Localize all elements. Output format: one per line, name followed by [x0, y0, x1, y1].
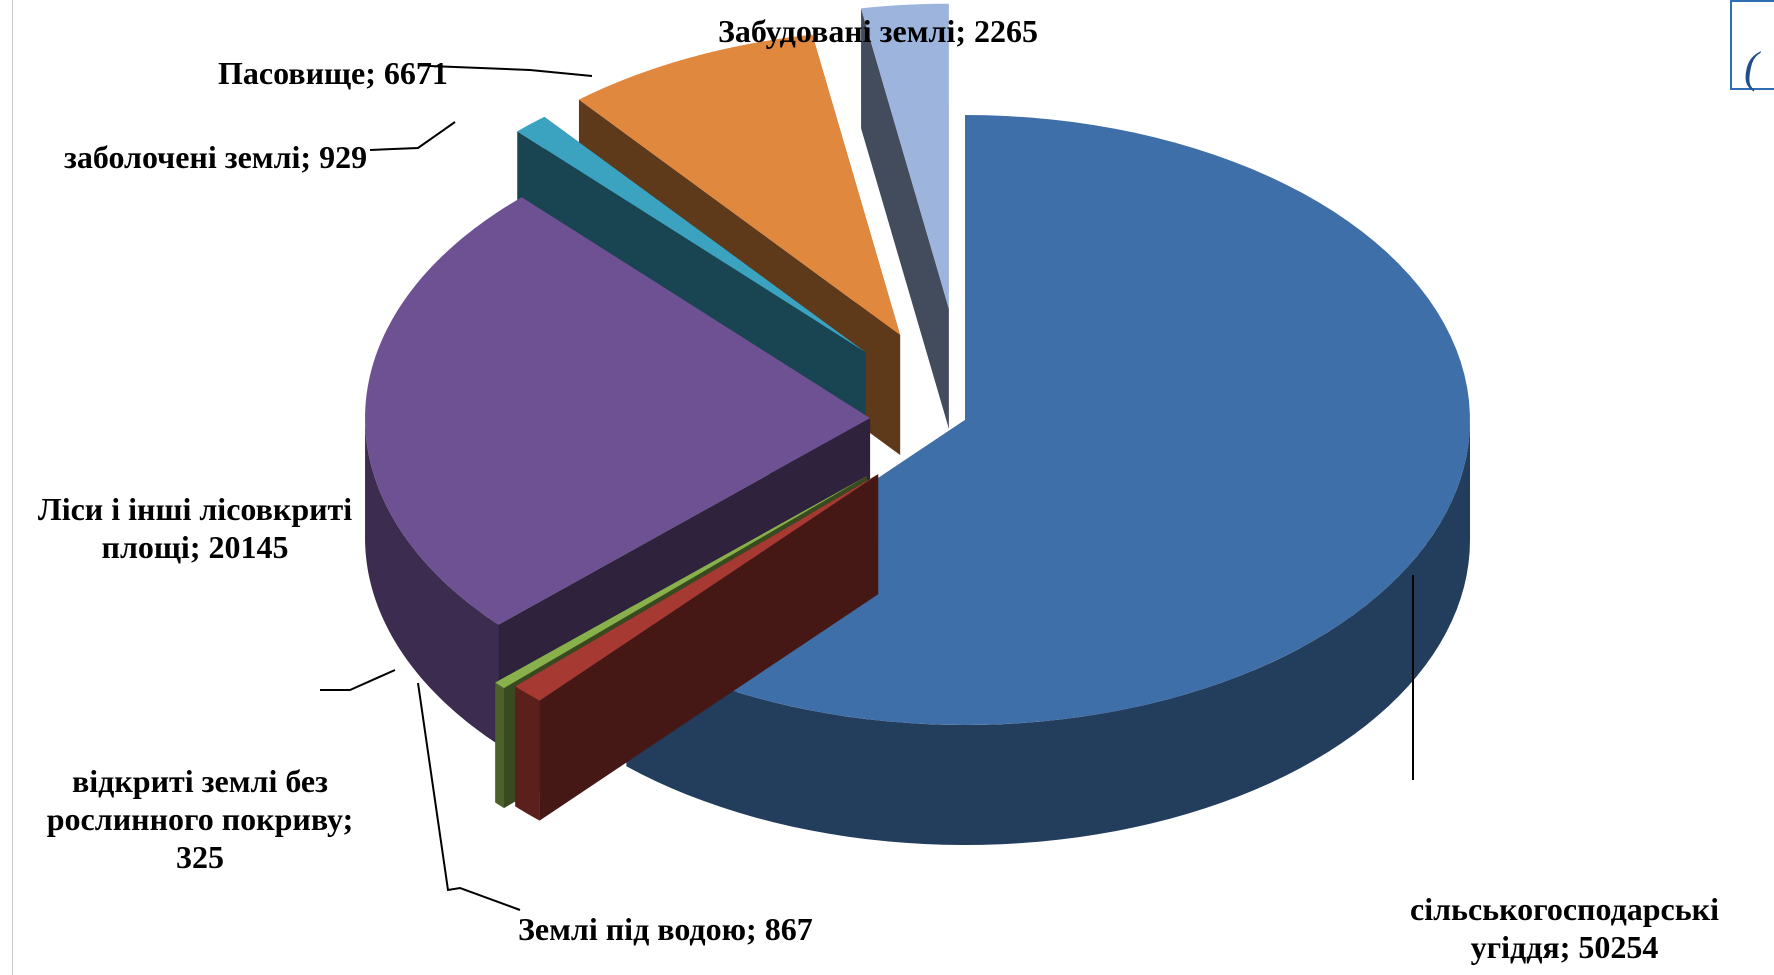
slice-label-pasture: Пасовище; 6671: [218, 55, 448, 91]
leader-line-bare-land: [320, 669, 396, 691]
slice-label-water: Землі під водою; 867: [518, 911, 813, 947]
slice-label-wetland: заболочені землі; 929: [64, 139, 368, 175]
leader-line-water: [417, 682, 521, 911]
corner-glyph-icon: (: [1744, 43, 1759, 92]
leader-line-wetland: [369, 121, 456, 151]
corner-badge: (: [1730, 0, 1774, 92]
chart-frame-edge: [12, 0, 13, 975]
slice-label-bare-land: відкриті землі без рослинного покриву; 3…: [46, 763, 354, 875]
slice-label-agricultural: сільськогосподарські угіддя; 50254: [1410, 891, 1719, 965]
pie-slice-water: [515, 474, 879, 821]
leader-line-pasture: [429, 65, 593, 77]
slice-label-built-up: Забудовані землі; 2265: [718, 13, 1039, 49]
slice-label-forest: Ліси і інші лісовкриті площі; 20145: [37, 491, 353, 565]
pie-slice-built-up: [861, 3, 949, 429]
